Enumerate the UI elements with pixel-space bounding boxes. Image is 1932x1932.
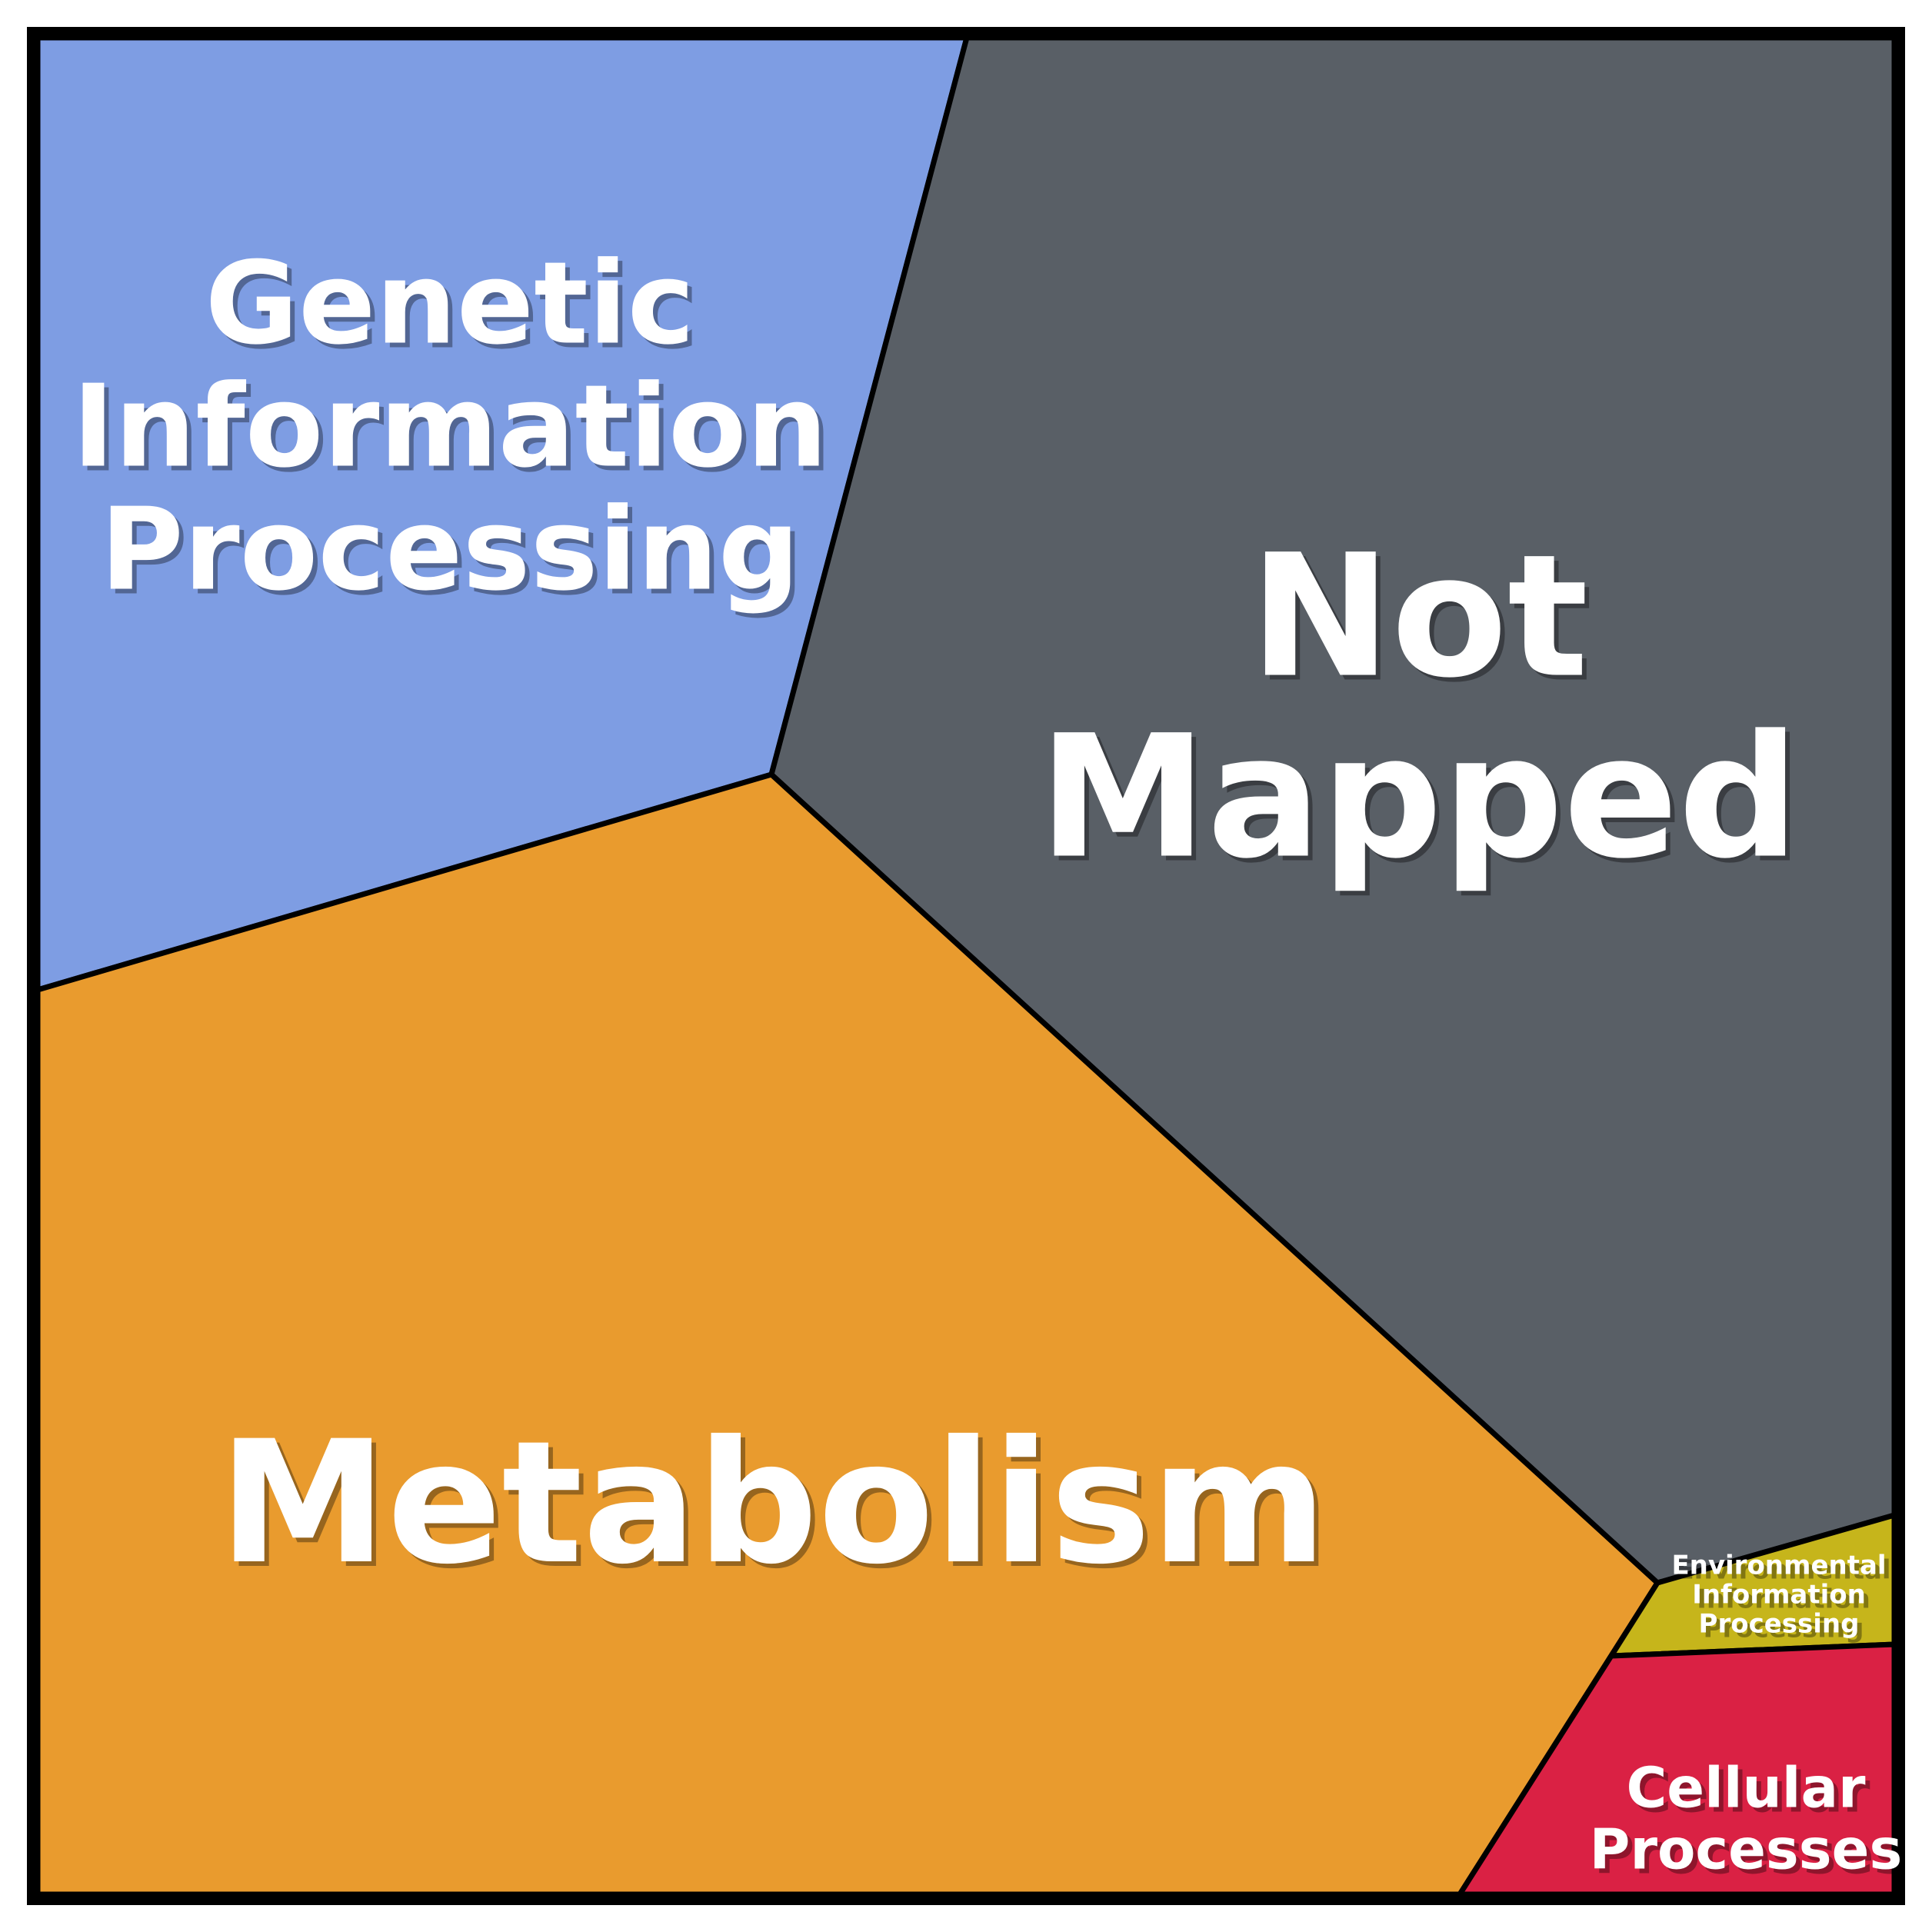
label-notmapped: Mapped <box>1038 699 1799 896</box>
label-notmapped: Not <box>1250 518 1588 715</box>
label-genetic: Genetic <box>205 238 695 370</box>
label-env: Processing <box>1699 1609 1860 1640</box>
label-env: Environmental <box>1671 1551 1886 1581</box>
label-metabolism: Metabolism <box>218 1404 1327 1601</box>
label-cellular: Cellular <box>1626 1756 1866 1820</box>
voronoi-treemap: GeneticInformationProcessingGeneticInfor… <box>0 0 1932 1932</box>
label-genetic: Processing <box>100 484 799 616</box>
label-env: Information <box>1692 1580 1866 1611</box>
label-cellular: Processes <box>1590 1817 1903 1882</box>
label-genetic: Information <box>72 361 828 493</box>
